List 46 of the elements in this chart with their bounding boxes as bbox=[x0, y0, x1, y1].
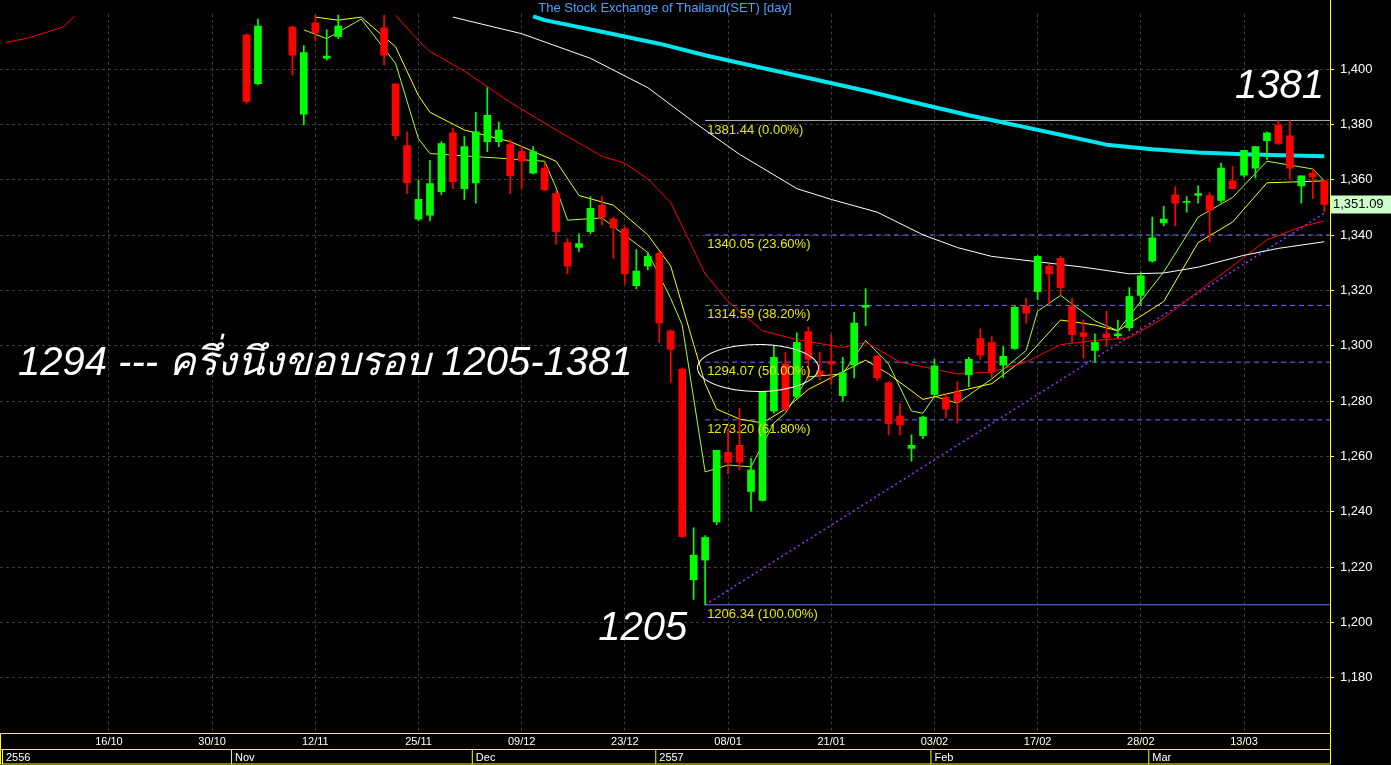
x-tick-label: 16/10 bbox=[95, 734, 123, 747]
y-tick-label: 1,220 bbox=[1340, 558, 1373, 574]
x-tick-label: 23/12 bbox=[611, 734, 639, 747]
candlestick bbox=[1194, 185, 1202, 204]
candlestick bbox=[575, 233, 583, 252]
x-tick-label: 13/03 bbox=[1230, 734, 1258, 747]
x-tick-label: 12/11 bbox=[301, 734, 329, 747]
x-tick-label: 03/02 bbox=[920, 734, 949, 747]
text: 1,351.09 bbox=[1333, 195, 1384, 211]
candlestick bbox=[517, 146, 526, 189]
x-tick-label: 17/02 bbox=[1023, 734, 1052, 747]
y-tick-label: 1,320 bbox=[1340, 281, 1373, 297]
x-tick-label: 30/10 bbox=[198, 734, 226, 747]
x-tick-label: 08/01 bbox=[714, 734, 742, 747]
annotation: 1205 bbox=[598, 604, 688, 649]
y-tick-label: 1,380 bbox=[1340, 116, 1373, 132]
ref-line-label: 1340.05 (23.60%) bbox=[707, 236, 811, 252]
candlestick bbox=[1159, 205, 1168, 227]
ref-line-label: 1206.34 (100.00%) bbox=[707, 605, 818, 621]
x-tick-label: 21/01 bbox=[817, 734, 846, 747]
y-tick-label: 1,180 bbox=[1340, 669, 1373, 685]
annotation: 1294 --- ครึ่งนึงขอบรอบ 1205-1381 bbox=[18, 333, 633, 384]
y-tick-label: 1,200 bbox=[1340, 613, 1373, 629]
y-tick-label: 1,300 bbox=[1340, 337, 1373, 353]
text: Nov bbox=[235, 750, 256, 763]
y-tick-label: 1,280 bbox=[1340, 392, 1373, 408]
y-tick-label: 1,240 bbox=[1340, 503, 1373, 519]
text: Mar bbox=[1152, 750, 1172, 763]
text: 2557 bbox=[659, 750, 684, 763]
y-tick-label: 1,360 bbox=[1340, 171, 1373, 187]
chart-title: The Stock Exchange of Thailand(SET) [day] bbox=[538, 0, 792, 16]
y-tick-label: 1,260 bbox=[1340, 447, 1373, 463]
candlestick bbox=[1045, 263, 1053, 305]
y-tick-label: 1,340 bbox=[1340, 226, 1373, 242]
candlestick bbox=[1308, 167, 1317, 199]
x-tick-label: 28/02 bbox=[1127, 734, 1155, 747]
x-tick-label: 09/12 bbox=[507, 734, 536, 747]
candlestick bbox=[1171, 186, 1180, 227]
x-tick-label: 25/11 bbox=[405, 734, 432, 747]
text: 2556 bbox=[6, 750, 31, 763]
text: Dec bbox=[475, 750, 496, 763]
y-tick-label: 1,400 bbox=[1340, 60, 1373, 76]
candlestick bbox=[1182, 196, 1191, 213]
annotation: 1381 bbox=[1235, 61, 1324, 106]
ref-line-label: 1381.44 (0.00%) bbox=[707, 121, 804, 137]
text: Feb bbox=[934, 750, 954, 763]
